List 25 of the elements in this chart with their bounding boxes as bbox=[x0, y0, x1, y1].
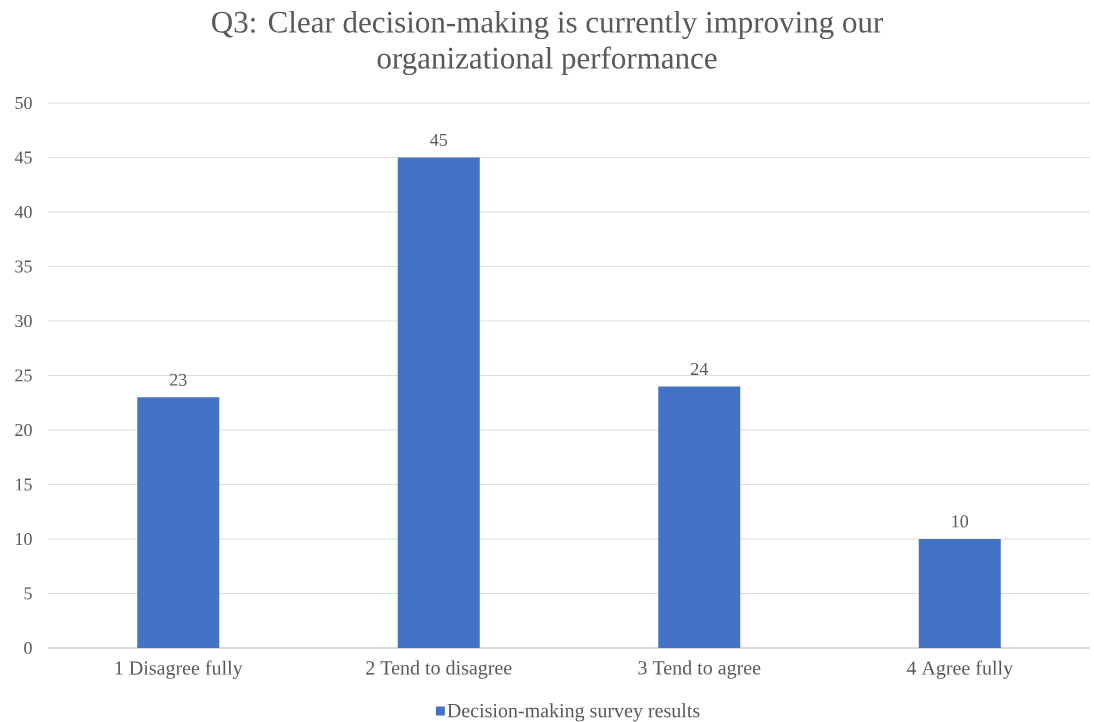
bar bbox=[397, 157, 480, 648]
data-label: 24 bbox=[691, 362, 708, 375]
x-tick-label: 1 Disagree fully bbox=[115, 660, 243, 679]
y-tick-label: 50 bbox=[15, 96, 32, 110]
y-tick-label: 5 bbox=[24, 587, 32, 600]
y-tick-label: 20 bbox=[15, 423, 32, 437]
legend-label: Decision-making survey results bbox=[447, 703, 700, 722]
x-tick-label: 4 Agree fully bbox=[906, 660, 1013, 679]
y-tick-label: 40 bbox=[14, 205, 32, 219]
data-label: 23 bbox=[170, 373, 187, 386]
y-tick-label: 0 bbox=[24, 641, 32, 655]
x-tick-label: 2 Tend to disagree bbox=[366, 660, 512, 679]
bar bbox=[918, 539, 1001, 648]
y-tick-label: 35 bbox=[15, 260, 32, 273]
y-tick-label: 15 bbox=[16, 478, 32, 491]
y-tick-label: 10 bbox=[16, 532, 32, 546]
x-tick-label: 3 Tend to agree bbox=[638, 660, 761, 679]
bar bbox=[658, 386, 741, 648]
y-tick-label: 25 bbox=[15, 369, 32, 382]
chart-title: Q3: Clear decision-making is currently improving our organizational performance bbox=[212, 10, 883, 76]
bar bbox=[137, 397, 220, 648]
data-label: 45 bbox=[430, 133, 448, 146]
y-tick-label: 30 bbox=[15, 314, 32, 328]
data-label: 10 bbox=[952, 515, 969, 528]
y-tick-label: 45 bbox=[14, 151, 32, 164]
